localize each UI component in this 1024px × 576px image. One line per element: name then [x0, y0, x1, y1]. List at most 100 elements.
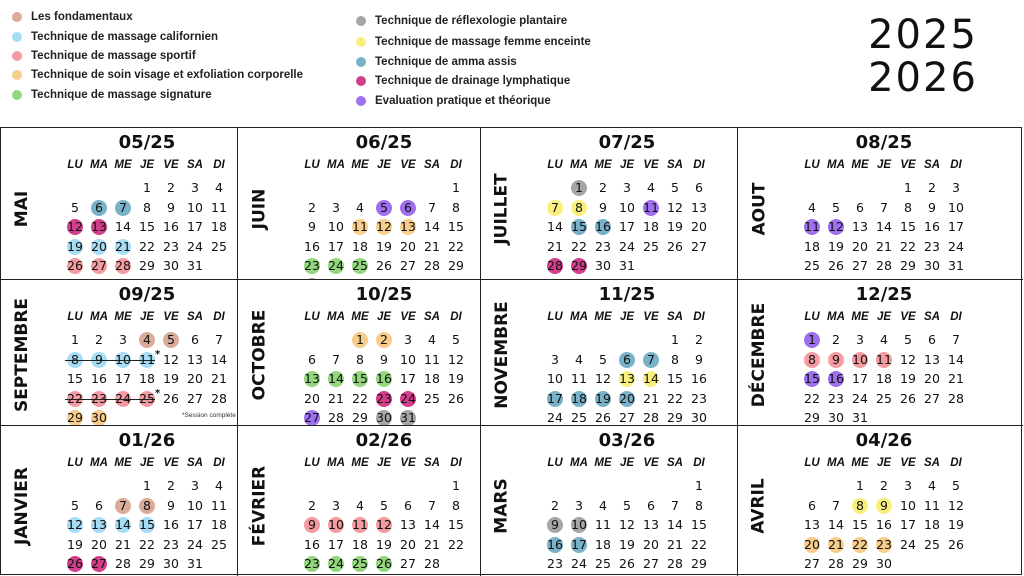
day-29: 29 [900, 258, 916, 273]
weekday-label: SA [187, 311, 203, 323]
day-21: 21 [643, 390, 659, 406]
day-16: 16 [543, 536, 567, 554]
legend-swatch [12, 12, 22, 22]
day-1: 1 [143, 478, 151, 493]
month-title: 03/26 [598, 430, 656, 451]
day-23: 23 [163, 238, 179, 254]
day-22: 22 [571, 238, 587, 254]
day-15: 15 [135, 516, 159, 534]
legend-label: Technique de massage californien [31, 31, 219, 43]
day-26: 26 [667, 238, 683, 254]
day-23: 23 [872, 536, 896, 554]
day-19: 19 [376, 536, 392, 552]
weekday-label: DI [450, 457, 462, 469]
day-10: 10 [187, 199, 203, 215]
day-13: 13 [187, 351, 203, 367]
day-19: 19 [828, 238, 844, 254]
day-20: 20 [304, 390, 320, 406]
day-7: 7 [671, 497, 679, 513]
weekday-label: JE [876, 159, 892, 171]
day-28: 28 [211, 390, 227, 406]
weekday-label: MA [827, 159, 845, 171]
weekday-label: MA [327, 159, 345, 171]
day-17: 17 [567, 536, 591, 554]
day-13: 13 [924, 351, 940, 367]
weekday-label: LU [304, 159, 320, 171]
day-20: 20 [615, 390, 639, 408]
day-6: 6 [308, 351, 316, 367]
weekday-label: ME [351, 159, 369, 171]
day-25: 25 [804, 258, 820, 273]
day-3: 3 [952, 180, 960, 195]
day-30: 30 [828, 410, 844, 425]
day-24: 24 [852, 390, 868, 406]
legend-swatch [356, 16, 366, 26]
day-8: 8 [904, 199, 912, 215]
legend-item-spo: Technique de massage sportif [12, 47, 196, 65]
day-17: 17 [852, 371, 868, 386]
day-19: 19 [900, 371, 916, 386]
day-8: 8 [63, 351, 87, 369]
day-12: 12 [372, 218, 396, 236]
weekday-label: SA [424, 457, 440, 469]
day-13: 13 [87, 218, 111, 236]
day-8: 8 [800, 351, 824, 369]
day-23: 23 [300, 257, 324, 275]
day-20: 20 [87, 238, 111, 256]
weekday-label: MA [827, 457, 845, 469]
day-6: 6 [695, 180, 703, 195]
month-name-label: SEPTEMBRE [12, 297, 33, 413]
weekday-label: VE [643, 457, 659, 469]
day-19: 19 [376, 238, 392, 254]
day-19: 19 [63, 238, 87, 256]
day-18: 18 [643, 219, 659, 234]
day-28: 28 [828, 556, 844, 571]
day-4: 4 [880, 332, 888, 347]
day-28: 28 [876, 258, 892, 273]
weekday-label: JE [619, 457, 635, 469]
day-9: 9 [928, 199, 936, 215]
day-29: 29 [804, 410, 820, 425]
day-7: 7 [880, 199, 888, 215]
day-22: 22 [63, 390, 87, 408]
day-7: 7 [952, 332, 960, 347]
month-name: JUILLET [485, 149, 519, 269]
day-17: 17 [619, 219, 635, 234]
day-1: 1 [567, 179, 591, 197]
day-27: 27 [400, 258, 416, 273]
day-24: 24 [111, 390, 135, 408]
day-20: 20 [852, 238, 868, 254]
weekday-label: ME [851, 311, 869, 323]
day-19: 19 [67, 536, 83, 552]
day-13: 13 [691, 199, 707, 215]
day-12: 12 [667, 199, 683, 215]
day-28: 28 [328, 410, 344, 425]
day-17: 17 [543, 390, 567, 408]
day-19: 19 [591, 390, 615, 408]
day-16: 16 [372, 370, 396, 388]
day-29: 29 [139, 258, 155, 273]
day-24: 24 [324, 257, 348, 275]
year-start: 2025 [868, 12, 978, 58]
month-name-label: JUILLET [492, 173, 512, 245]
day-20: 20 [91, 536, 107, 552]
day-4: 4 [135, 331, 159, 349]
day-17: 17 [400, 371, 416, 386]
day-15: 15 [448, 517, 464, 532]
day-15: 15 [691, 517, 707, 532]
day-5: 5 [623, 497, 631, 513]
day-27: 27 [87, 257, 111, 275]
day-10: 10 [324, 516, 348, 534]
day-12: 12 [595, 371, 611, 386]
weekday-label: SA [424, 311, 440, 323]
weekday-label: VE [900, 159, 916, 171]
day-21: 21 [876, 238, 892, 254]
day-27: 27 [400, 556, 416, 571]
day-15: 15 [567, 218, 591, 236]
day-20: 20 [691, 219, 707, 234]
day-5: 5 [671, 180, 679, 195]
day-3: 3 [332, 497, 340, 513]
day-1: 1 [452, 478, 460, 493]
weekday-label: ME [851, 457, 869, 469]
legend-item-eva: Evaluation pratique et théorique [356, 92, 551, 110]
